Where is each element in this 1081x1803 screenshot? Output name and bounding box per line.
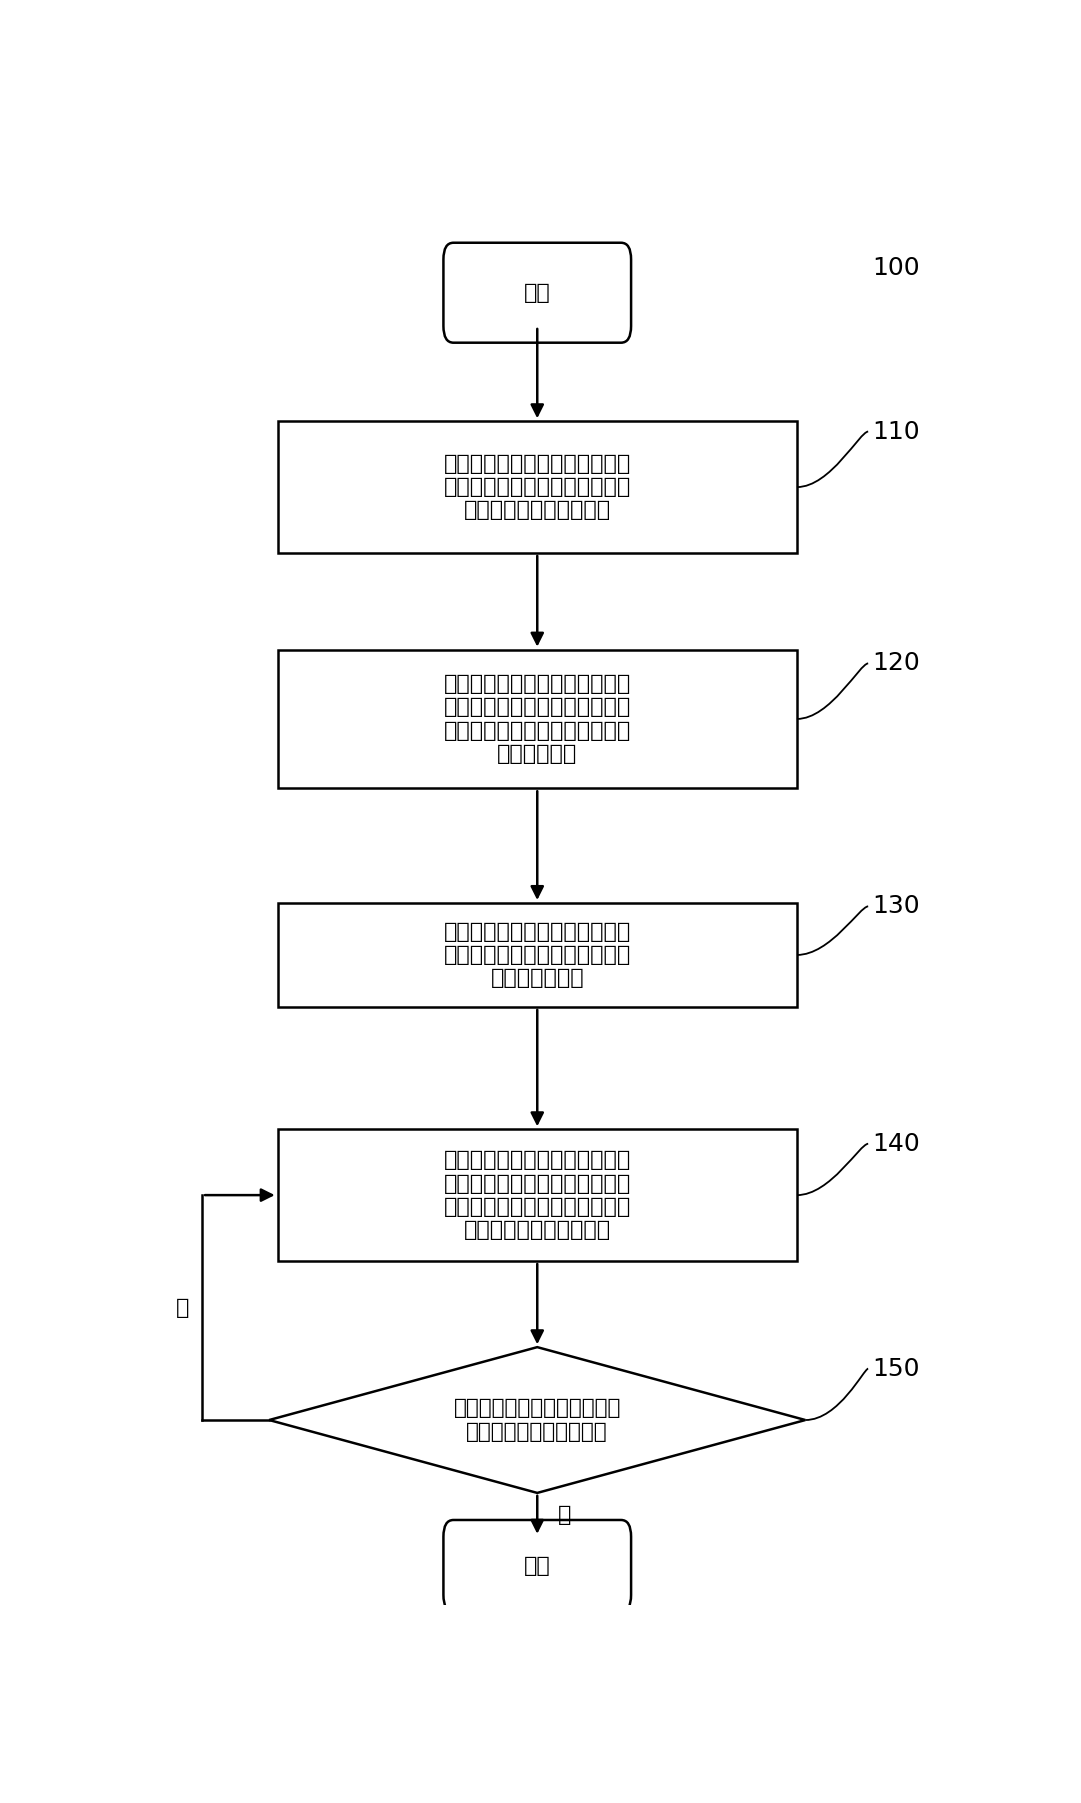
Bar: [278, 649, 797, 788]
Text: 100: 100: [872, 256, 920, 279]
Text: 找出单轴规划中时间最长的轴，
并以最长时间为基准时间对其它
轴进行同步规划: 找出单轴规划中时间最长的轴， 并以最长时间为基准时间对其它 轴进行同步规划: [443, 921, 631, 988]
Text: 是: 是: [176, 1298, 189, 1318]
Text: 开始: 开始: [524, 283, 550, 303]
Polygon shape: [269, 1347, 805, 1493]
FancyBboxPatch shape: [443, 1520, 631, 1612]
Text: 若其它轴中的某轴同步失败，对
该轴进行重新规划；若某轴同步
成功，时间最长的轴使用单轴规
划，其它轴使用同步规划: 若其它轴中的某轴同步失败，对 该轴进行重新规划；若某轴同步 成功，时间最长的轴使…: [443, 1150, 631, 1240]
Text: 140: 140: [872, 1132, 920, 1156]
FancyBboxPatch shape: [443, 243, 631, 343]
Text: 否: 否: [558, 1506, 572, 1525]
Text: 结束: 结束: [524, 1556, 550, 1576]
Text: 根据各坐标轴的初、末速度和位
移对各坐标轴进行单轴规划，计
算各坐标轴满足初、末速度和位
移所需的时间: 根据各坐标轴的初、末速度和位 移对各坐标轴进行单轴规划，计 算各坐标轴满足初、末…: [443, 674, 631, 764]
Text: 在对其它轴重新进行同步的过
程中，是否有轴同步失败: 在对其它轴重新进行同步的过 程中，是否有轴同步失败: [454, 1399, 620, 1442]
Text: 110: 110: [872, 420, 920, 444]
Text: 130: 130: [872, 894, 920, 918]
Text: 设置空间两点的坐标及两点处的
速度大小和方向，求各坐标轴的
初速度、末速度以及位移: 设置空间两点的坐标及两点处的 速度大小和方向，求各坐标轴的 初速度、末速度以及位…: [443, 454, 631, 521]
Bar: [278, 422, 797, 554]
Text: 120: 120: [872, 651, 920, 676]
Bar: [278, 903, 797, 1008]
Bar: [278, 1129, 797, 1260]
Text: 150: 150: [872, 1356, 920, 1381]
